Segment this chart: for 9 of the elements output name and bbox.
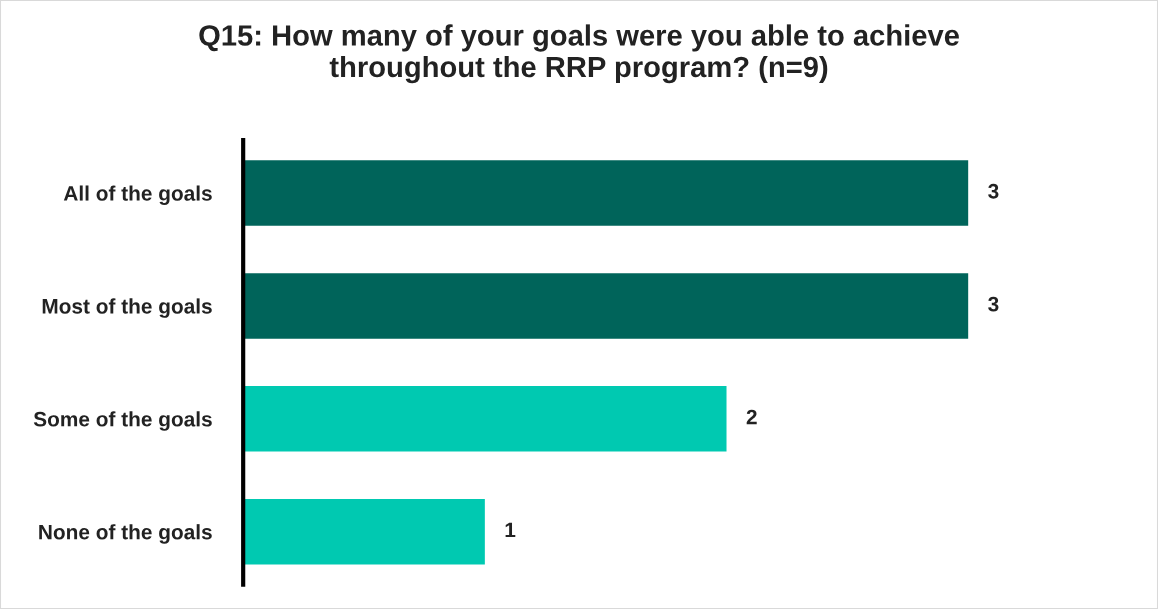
y-tick-label: None of the goals [39, 524, 212, 544]
y-tick-label: Some of the goals [33, 411, 212, 431]
chart-title: Q15: How many of your goals were you able to achieve throughout the RRP program? (n=9) [199, 24, 959, 84]
data-label: 3 [988, 183, 999, 199]
y-tick-label: All of the goals [63, 185, 212, 205]
data-label: 3 [988, 296, 999, 312]
data-label: 2 [746, 409, 757, 425]
data-label: 1 [505, 522, 516, 538]
y-tick-label: Most of the goals [42, 298, 212, 318]
